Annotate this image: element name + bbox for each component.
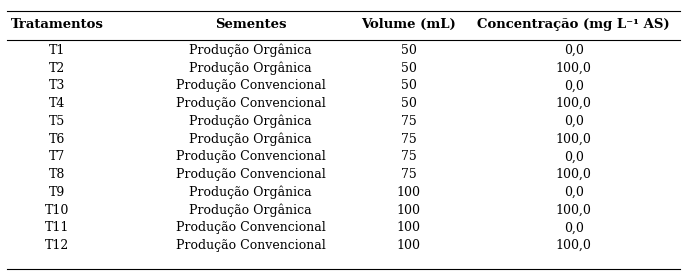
Text: 50: 50 — [401, 44, 417, 57]
Text: 100: 100 — [397, 204, 420, 217]
Text: T8: T8 — [49, 168, 65, 181]
Text: Produção Convencional: Produção Convencional — [176, 239, 326, 252]
Text: T11: T11 — [45, 221, 69, 235]
Text: Produção Convencional: Produção Convencional — [176, 97, 326, 110]
Text: 100,0: 100,0 — [556, 97, 592, 110]
Text: 0,0: 0,0 — [564, 79, 583, 93]
Text: 100,0: 100,0 — [556, 62, 592, 75]
Text: Produção Orgânica: Produção Orgânica — [190, 61, 312, 75]
Text: Tratamentos: Tratamentos — [10, 18, 104, 31]
Text: 100,0: 100,0 — [556, 133, 592, 146]
Text: 75: 75 — [401, 115, 416, 128]
Text: Produção Convencional: Produção Convencional — [176, 79, 326, 93]
Text: 0,0: 0,0 — [564, 44, 583, 57]
Text: 0,0: 0,0 — [564, 150, 583, 164]
Text: Produção Orgânica: Produção Orgânica — [190, 203, 312, 217]
Text: 100,0: 100,0 — [556, 204, 592, 217]
Text: Produção Convencional: Produção Convencional — [176, 150, 326, 164]
Text: T2: T2 — [49, 62, 65, 75]
Text: Produção Convencional: Produção Convencional — [176, 221, 326, 235]
Text: 50: 50 — [401, 97, 417, 110]
Text: T7: T7 — [49, 150, 65, 164]
Text: Produção Convencional: Produção Convencional — [176, 168, 326, 181]
Text: Produção Orgânica: Produção Orgânica — [190, 44, 312, 57]
Text: 75: 75 — [401, 150, 416, 164]
Text: T3: T3 — [49, 79, 65, 93]
Text: Volume (mL): Volume (mL) — [361, 18, 456, 31]
Text: 75: 75 — [401, 133, 416, 146]
Text: T4: T4 — [49, 97, 65, 110]
Text: T1: T1 — [49, 44, 65, 57]
Text: T9: T9 — [49, 186, 65, 199]
Text: 100: 100 — [397, 221, 420, 235]
Text: 100: 100 — [397, 186, 420, 199]
Text: 0,0: 0,0 — [564, 221, 583, 235]
Text: T12: T12 — [45, 239, 69, 252]
Text: Sementes: Sementes — [215, 18, 286, 31]
Text: 50: 50 — [401, 79, 417, 93]
Text: T6: T6 — [49, 133, 65, 146]
Text: 0,0: 0,0 — [564, 115, 583, 128]
Text: T5: T5 — [49, 115, 65, 128]
Text: Produção Orgânica: Produção Orgânica — [190, 186, 312, 199]
Text: T10: T10 — [45, 204, 69, 217]
Text: 75: 75 — [401, 168, 416, 181]
Text: 100,0: 100,0 — [556, 168, 592, 181]
Text: 0,0: 0,0 — [564, 186, 583, 199]
Text: Produção Orgânica: Produção Orgânica — [190, 132, 312, 146]
Text: Produção Orgânica: Produção Orgânica — [190, 115, 312, 128]
Text: Concentração (mg L⁻¹ AS): Concentração (mg L⁻¹ AS) — [477, 18, 670, 31]
Text: 100: 100 — [397, 239, 420, 252]
Text: 50: 50 — [401, 62, 417, 75]
Text: 100,0: 100,0 — [556, 239, 592, 252]
